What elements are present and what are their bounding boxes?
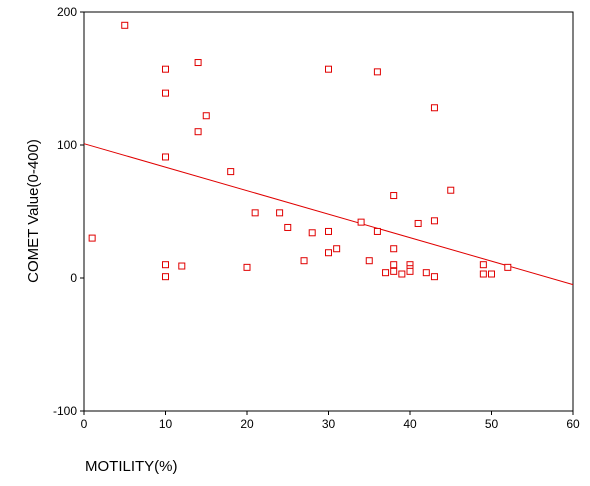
data-point [194,128,202,136]
data-point [488,270,495,278]
x-axis-title: MOTILITY(%) [85,458,178,475]
data-point [243,263,251,271]
data-point [430,273,438,281]
x-axis: 0 10 20 30 40 50 60 [81,411,580,431]
regression-line [83,143,574,286]
data-point [447,186,455,194]
data-point [373,227,381,235]
x-tick-label: 20 [240,417,254,431]
data-point [365,257,373,265]
data-point [414,219,422,227]
data-point [398,270,406,278]
x-tick-label: 60 [566,417,580,431]
data-point [178,262,186,270]
data-point [325,227,332,235]
x-tick-label: 0 [81,417,88,431]
data-point [162,261,169,269]
data-point [422,269,430,277]
data-point [276,209,284,217]
data-point [390,245,398,253]
x-tick-label: 30 [322,417,336,431]
data-point [390,261,398,269]
y-tick-label: -100 [53,404,77,418]
data-point [284,223,292,231]
data-point [504,263,512,271]
data-point [121,21,129,29]
data-point [390,192,398,200]
data-point [194,59,202,67]
data-point [430,104,438,112]
data-point [406,267,414,275]
data-point [382,269,390,277]
data-point [333,245,341,253]
data-point [162,273,169,281]
data-point [430,217,438,225]
data-point [325,65,332,73]
data-point [300,257,308,265]
y-axis-title: COMET Value(0-400) [25,139,42,283]
data-point [390,267,398,275]
data-point [162,89,169,97]
data-point [357,218,365,226]
data-point [308,229,316,237]
x-tick-label: 50 [485,417,499,431]
data-point [162,65,169,73]
data-point [479,270,487,278]
data-point [479,261,487,269]
x-tick-label: 10 [159,417,173,431]
data-point [251,209,259,217]
data-point [373,68,381,76]
data-point [227,168,235,176]
data-points [88,21,512,281]
y-tick-label: 0 [70,271,77,285]
y-tick-label: 200 [57,5,77,19]
data-point [162,153,169,161]
data-point [88,234,96,242]
x-tick-label: 40 [403,417,417,431]
data-point [202,112,210,120]
plot-area [83,11,574,412]
y-tick-label: 100 [57,138,77,152]
y-axis: -100 0 100 200 [53,5,84,418]
data-point [325,249,332,257]
